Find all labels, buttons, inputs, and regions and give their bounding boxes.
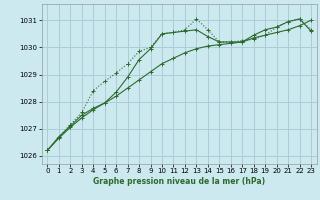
X-axis label: Graphe pression niveau de la mer (hPa): Graphe pression niveau de la mer (hPa) [93,177,265,186]
